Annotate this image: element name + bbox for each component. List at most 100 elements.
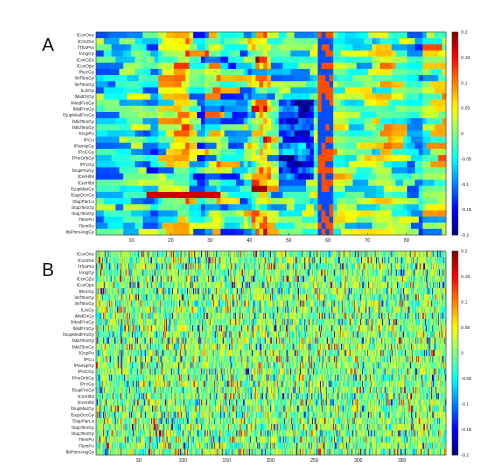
heatmap-a-cell [306, 155, 311, 162]
heatmap-b-cell [406, 257, 408, 264]
heatmap-b-cell [165, 269, 167, 276]
heatmap-b-cell [259, 294, 261, 301]
heatmap-b-cell [390, 281, 392, 289]
heatmap-b-cell [246, 269, 248, 276]
heatmap-b-cell [404, 269, 406, 276]
heatmap-a-cell [333, 118, 346, 125]
heatmap-b-cell [367, 275, 369, 283]
heatmap-b-cell [175, 269, 177, 276]
heatmap-b-cell [336, 275, 338, 283]
heatmap-a-cell [263, 75, 268, 82]
heatmap-b-cell [415, 269, 417, 276]
heatmap-b-cell [196, 251, 198, 258]
heatmap-b-cell [107, 294, 109, 301]
heatmap-a-cell [278, 167, 283, 174]
heatmap-a-cell [294, 32, 315, 39]
colorbar-segment [452, 47, 458, 52]
heatmap-b-cell [397, 263, 400, 270]
heatmap-b-cell [195, 263, 197, 270]
heatmap-a-cell [243, 179, 252, 187]
heatmap-b-cell [306, 263, 308, 270]
heatmap-b-cell [116, 257, 118, 264]
heatmap-b-cell [368, 257, 370, 264]
heatmap-b-cell [292, 257, 295, 264]
heatmap-b-cell [135, 257, 137, 264]
heatmap-a-cell [96, 155, 112, 162]
heatmap-a-cell [286, 124, 291, 131]
heatmap-b-cell [321, 269, 323, 276]
heatmap-b-cell [441, 257, 443, 264]
heatmap-b-cell [120, 288, 122, 295]
heatmap-a-cell [399, 75, 408, 82]
heatmap-a-cell [111, 38, 120, 45]
heatmap-b-cell [316, 263, 318, 270]
heatmap-a-cell [422, 124, 435, 131]
heatmap-a-cell [267, 173, 272, 180]
heatmap-a-cell [376, 44, 392, 51]
heatmap-b-cell [291, 251, 293, 258]
heatmap-b-cell [302, 281, 304, 289]
heatmap-a-cell [162, 198, 175, 205]
heatmap-b-cell [243, 257, 245, 264]
heatmap-a-cell [325, 228, 330, 236]
heatmap-b-cell [356, 281, 358, 289]
heatmap-b-cell [143, 300, 145, 307]
heatmap-b-cell [218, 300, 220, 307]
heatmap-b-cell [315, 288, 317, 295]
heatmap-b-cell [248, 281, 250, 289]
heatmap-a-cell [422, 210, 439, 217]
heatmap-b-cell [220, 263, 222, 270]
heatmap-b-cell [278, 275, 280, 283]
heatmap-a-cell [173, 44, 178, 51]
heatmap-a-cell [201, 105, 206, 113]
heatmap-b-cell [231, 275, 233, 283]
heatmap-a-cell [173, 99, 190, 107]
heatmap-b-cell [250, 263, 253, 270]
heatmap-b-cell [305, 263, 307, 270]
heatmap-b-cell [338, 263, 340, 270]
heatmap-a-cell [239, 185, 252, 193]
heatmap-b-cell [373, 257, 375, 264]
heatmap-b-cell [115, 294, 117, 301]
heatmap-b-cell [315, 281, 317, 289]
heatmap-a-cell [313, 167, 318, 174]
heatmap-b-cell [154, 263, 156, 270]
heatmap-a-cell [263, 32, 268, 39]
heatmap-a-cell [247, 38, 252, 45]
heatmap-b-cell [257, 294, 259, 301]
heatmap-a-cell [278, 198, 283, 205]
heatmap-a-cell [142, 93, 151, 100]
heatmap-a-cell [247, 99, 252, 107]
heatmap-b-cell [121, 269, 123, 276]
heatmap-b-cell [329, 294, 331, 301]
heatmap-a-cell [294, 142, 299, 150]
heatmap-b-cell [302, 269, 304, 276]
heatmap-a-cell [376, 179, 392, 187]
heatmap-a-cell [329, 204, 334, 211]
heatmap-a-cell [220, 56, 229, 64]
heatmap-b-cell [280, 300, 282, 307]
heatmap-b-cell [206, 269, 208, 276]
heatmap-a-cell [189, 38, 194, 45]
heatmap-b-cell [174, 269, 176, 276]
heatmap-a-cell [313, 87, 318, 94]
heatmap-a-cell [107, 32, 112, 39]
heatmap-b-cell [152, 288, 154, 295]
heatmap-b-cell [424, 257, 426, 264]
heatmap-a-cell [220, 173, 237, 180]
heatmap-b-cell [388, 257, 390, 264]
heatmap-b-cell [185, 294, 187, 301]
heatmap-a-cell [302, 216, 315, 223]
heatmap-b-cell [299, 275, 301, 283]
heatmap-b-cell [336, 257, 338, 264]
heatmap-b-cell [347, 281, 349, 289]
heatmap-b-cell [243, 251, 246, 258]
heatmap-b-cell [186, 294, 188, 301]
heatmap-a-cell [282, 191, 299, 199]
heatmap-b-cell [109, 275, 111, 283]
heatmap-a-cell [123, 179, 128, 187]
heatmap-b-cell [249, 275, 251, 283]
heatmap-b-cell [203, 251, 205, 258]
heatmap-a-cell [407, 191, 420, 199]
